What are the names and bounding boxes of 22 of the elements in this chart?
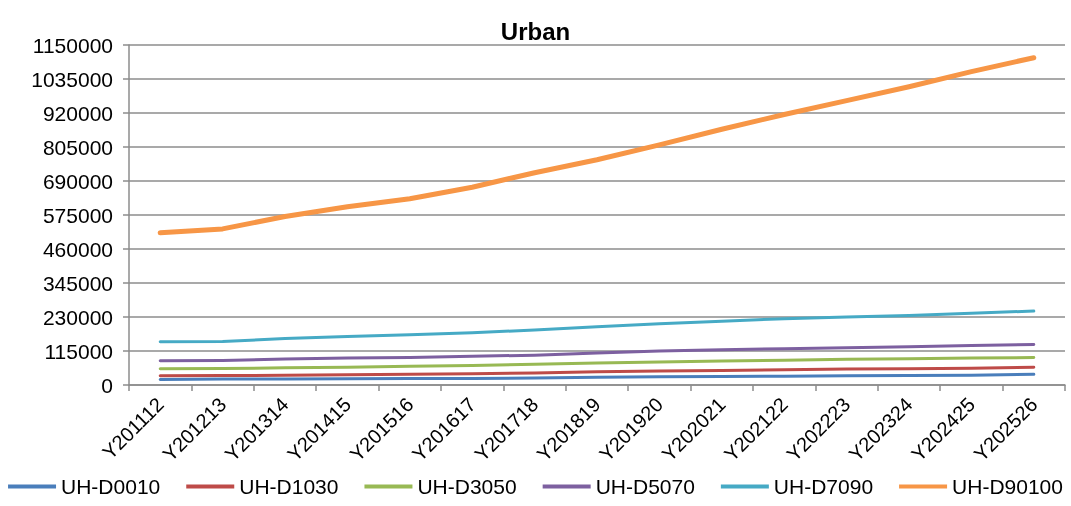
line-series (158, 356, 1036, 371)
y-tick-label: 690000 (42, 169, 113, 193)
y-tick-label: 1035000 (31, 67, 113, 91)
y-tick-label: 920000 (42, 101, 113, 125)
y-tick-label: 115000 (44, 339, 113, 363)
y-tick-label: 575000 (42, 203, 113, 227)
legend-label: UH-D7090 (773, 475, 874, 498)
line-series (158, 343, 1036, 363)
legend-label: UH-D90100 (952, 475, 1063, 498)
y-tick-label: 345000 (42, 271, 113, 295)
line-series (158, 365, 1036, 378)
y-tick-label: 0 (101, 373, 113, 397)
legend-label: UH-D3050 (417, 475, 517, 498)
chart-title: Urban (500, 17, 571, 45)
legend-label: UH-D0010 (61, 475, 161, 498)
y-tick-label: 805000 (42, 135, 113, 159)
y-tick-label: 1150000 (32, 33, 113, 57)
y-tick-label: 230000 (42, 305, 113, 329)
y-tick-label: 460000 (42, 237, 113, 261)
line-series (158, 309, 1036, 344)
legend-label: UH-D5070 (595, 475, 695, 498)
legend-label: UH-D1030 (239, 475, 339, 498)
